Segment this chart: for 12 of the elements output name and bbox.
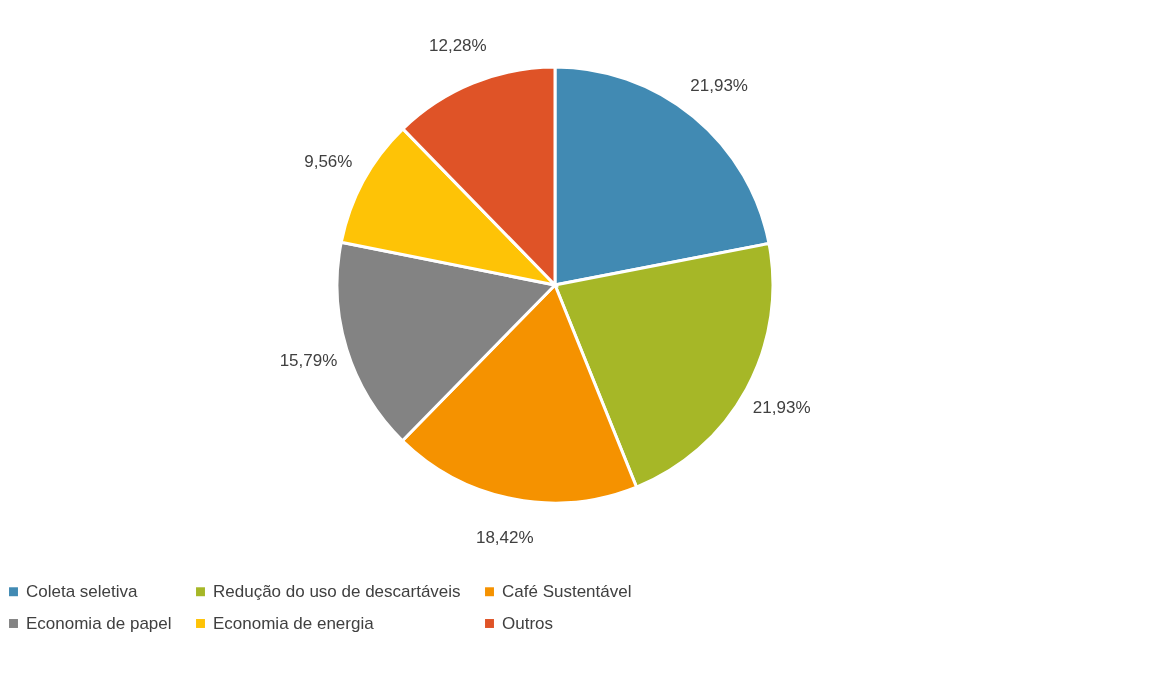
- legend-label: Outros: [502, 613, 554, 633]
- data-label: 9,56%: [304, 151, 353, 171]
- data-label: 18,42%: [475, 528, 534, 548]
- legend-label: Redução do uso de descartáveis: [213, 581, 461, 601]
- data-label: 15,79%: [279, 351, 338, 371]
- legend-label: Economia de energia: [213, 613, 375, 633]
- legend-label: Coleta seletiva: [26, 581, 139, 601]
- legend-label: Economia de papel: [26, 613, 172, 633]
- legend-label: Café Sustentável: [502, 581, 632, 601]
- data-label: 21,93%: [690, 75, 748, 95]
- data-label: 12,28%: [429, 36, 487, 55]
- data-label: 21,93%: [752, 398, 811, 418]
